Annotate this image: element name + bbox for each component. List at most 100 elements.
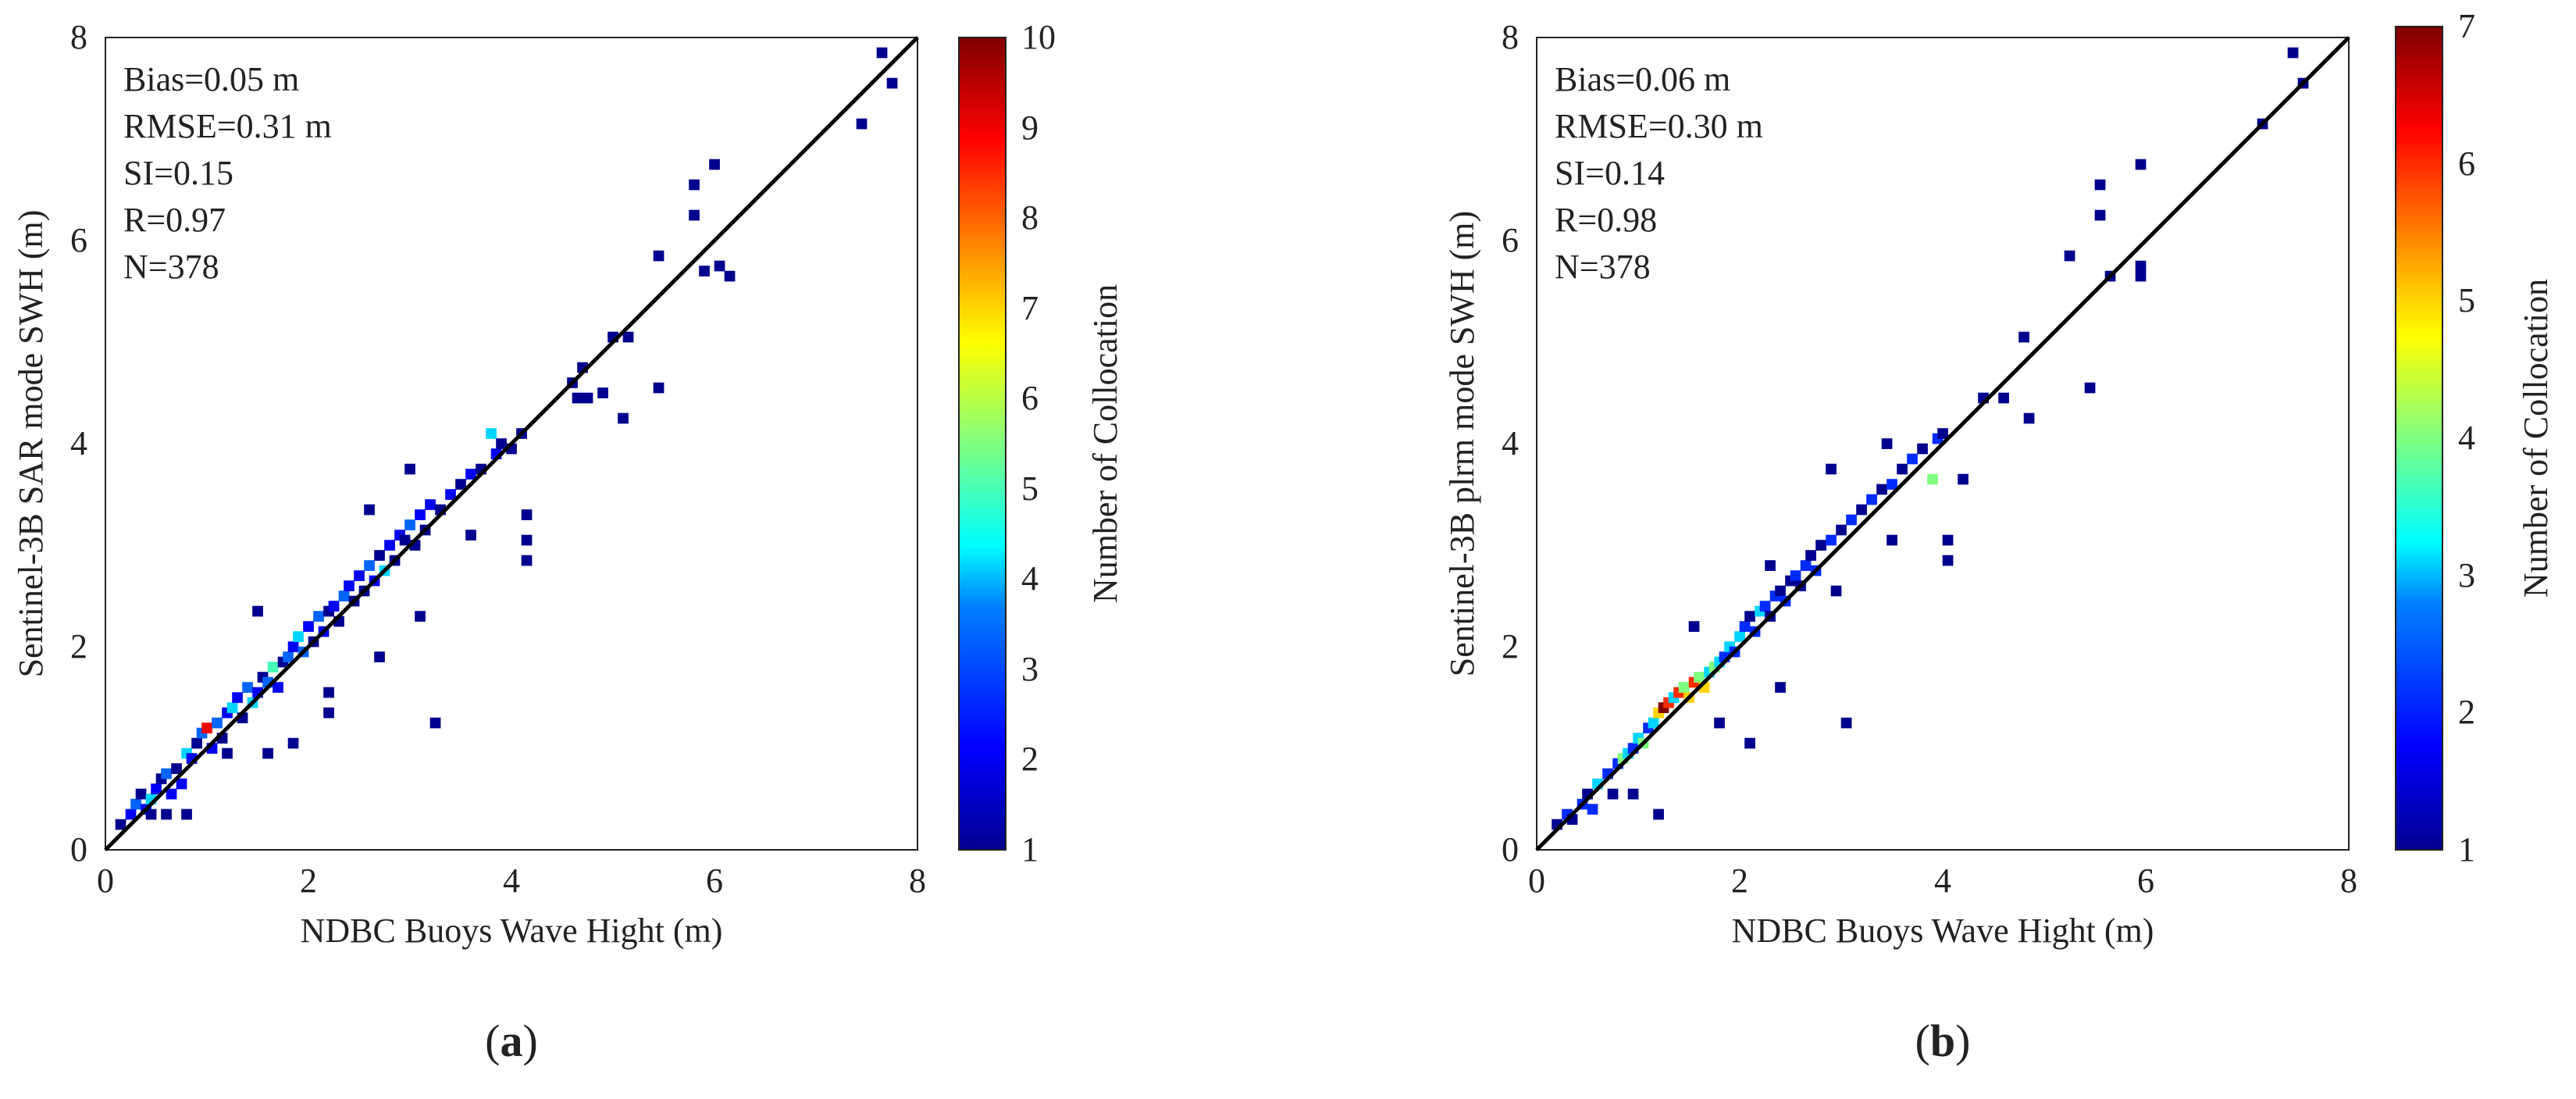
- data-point-b-87: [1830, 585, 1842, 597]
- stat-n-a: N=378: [123, 248, 219, 286]
- data-point-a-44: [338, 591, 350, 601]
- data-point-a-10: [166, 788, 177, 800]
- x-tick-a-1: 2: [300, 862, 317, 900]
- colorbar-a: [958, 37, 1007, 851]
- x-tick-a-3: 6: [706, 862, 723, 900]
- x-tick-b-0: 0: [1528, 862, 1545, 900]
- data-point-b-50: [1826, 534, 1837, 546]
- data-point-b-76: [2135, 260, 2147, 272]
- data-point-a-63: [445, 489, 456, 500]
- y-tick-a-0: 0: [70, 830, 87, 869]
- y-label-a: Sentinel-3B SAR mode SWH (m): [12, 210, 50, 678]
- y-label-b: Sentinel-3B plrm mode SWH (m): [1443, 211, 1481, 676]
- data-point-a-87: [699, 266, 710, 277]
- data-point-a-9: [161, 768, 172, 780]
- stat-bias-b: Bias=0.06 m: [1555, 60, 1730, 98]
- cb-tick-a-5: 5: [1021, 469, 1039, 508]
- data-point-a-74: [521, 555, 533, 566]
- colorbar-ticks-b: 1 2 3 4 5 6 7: [2458, 7, 2475, 869]
- data-point-b-53: [1856, 504, 1867, 516]
- data-point-b-70: [2064, 250, 2075, 262]
- data-point-a-77: [572, 392, 583, 404]
- y-axis-b: 0 2 4 6 8: [1502, 18, 1519, 869]
- data-point-b-69: [2023, 412, 2035, 424]
- data-point-a-102: [374, 651, 385, 662]
- data-point-a-2: [130, 798, 141, 810]
- points-b: [1552, 47, 2309, 830]
- data-point-b-89: [1826, 463, 1837, 475]
- cb-tick-a-7: 7: [1021, 289, 1039, 327]
- data-point-b-68: [2018, 331, 2029, 343]
- cb-tick-b-3: 3: [2458, 556, 2475, 594]
- cb-tick-a-2: 2: [1021, 740, 1039, 778]
- data-point-b-88: [1887, 534, 1897, 546]
- data-point-a-3: [135, 788, 147, 800]
- data-point-a-8: [145, 808, 157, 820]
- data-point-a-84: [653, 382, 664, 394]
- data-point-a-22: [226, 702, 238, 713]
- y-tick-b-3: 6: [1502, 221, 1519, 259]
- data-point-b-55: [1876, 483, 1887, 495]
- data-point-a-53: [384, 540, 395, 551]
- x-label-b: NDBC Buoys Wave Hight (m): [1732, 912, 2154, 950]
- data-point-a-59: [415, 509, 426, 520]
- data-point-b-79: [2287, 47, 2299, 59]
- identity-line-a: [104, 36, 919, 851]
- data-point-a-34: [287, 641, 299, 652]
- data-point-b-34: [1739, 621, 1751, 632]
- data-point-b-52: [1846, 514, 1857, 526]
- y-tick-a-3: 6: [70, 221, 87, 259]
- data-point-b-91: [1688, 621, 1700, 632]
- data-point-b-57: [1897, 463, 1908, 475]
- x-tick-a-4: 8: [909, 862, 926, 900]
- data-point-b-75: [2135, 159, 2147, 170]
- data-point-b-46: [1800, 560, 1812, 571]
- data-point-b-5: [1587, 804, 1598, 815]
- data-point-a-97: [404, 463, 415, 475]
- data-point-b-56: [1887, 479, 1897, 490]
- stat-n-b: N=378: [1555, 248, 1651, 286]
- data-point-a-78: [582, 392, 593, 404]
- data-point-b-60: [1927, 473, 1938, 485]
- cb-tick-a-1: 1: [1021, 830, 1039, 869]
- colorbar-label-a: Number of Collocation: [1086, 284, 1124, 603]
- data-point-a-105: [323, 687, 334, 698]
- cb-tick-b-4: 4: [2458, 419, 2475, 457]
- data-point-b-71: [2084, 382, 2096, 394]
- data-point-a-83: [653, 250, 664, 262]
- data-point-a-19: [212, 717, 223, 729]
- data-point-b-81: [1840, 717, 1852, 729]
- data-point-a-79: [597, 387, 608, 398]
- data-point-a-0: [115, 819, 126, 830]
- y-tick-b-1: 2: [1502, 627, 1519, 665]
- panel-caption-b: (b): [1915, 1015, 1971, 1066]
- data-point-a-1: [125, 808, 137, 820]
- data-point-a-98: [181, 808, 192, 820]
- data-point-b-22: [1678, 682, 1690, 693]
- stat-rmse-b: RMSE=0.30 m: [1555, 107, 1763, 145]
- x-tick-a-0: 0: [97, 862, 114, 900]
- data-point-b-58: [1907, 453, 1918, 465]
- y-axis-a: 0 2 4 6 8: [70, 18, 87, 869]
- cb-tick-b-7: 7: [2458, 7, 2475, 45]
- data-point-a-106: [222, 748, 233, 759]
- data-point-a-99: [262, 748, 273, 759]
- data-point-a-89: [714, 260, 725, 272]
- x-tick-b-2: 4: [1934, 862, 1951, 900]
- data-point-a-37: [303, 621, 314, 632]
- stat-si-a: SI=0.15: [123, 154, 233, 192]
- stat-r-a: R=0.97: [123, 201, 226, 239]
- x-tick-a-2: 4: [503, 862, 520, 900]
- data-point-b-90: [1881, 438, 1893, 449]
- cb-tick-a-8: 8: [1021, 198, 1039, 237]
- data-point-b-51: [1836, 524, 1847, 536]
- data-point-b-64: [1942, 555, 1954, 566]
- data-point-a-11: [171, 763, 182, 774]
- data-point-a-100: [287, 737, 299, 749]
- x-tick-b-1: 2: [1731, 862, 1748, 900]
- stat-bias-a: Bias=0.05 m: [123, 60, 299, 98]
- data-point-b-67: [1998, 392, 2009, 404]
- data-point-a-23: [232, 692, 243, 703]
- cb-tick-b-5: 5: [2458, 281, 2475, 319]
